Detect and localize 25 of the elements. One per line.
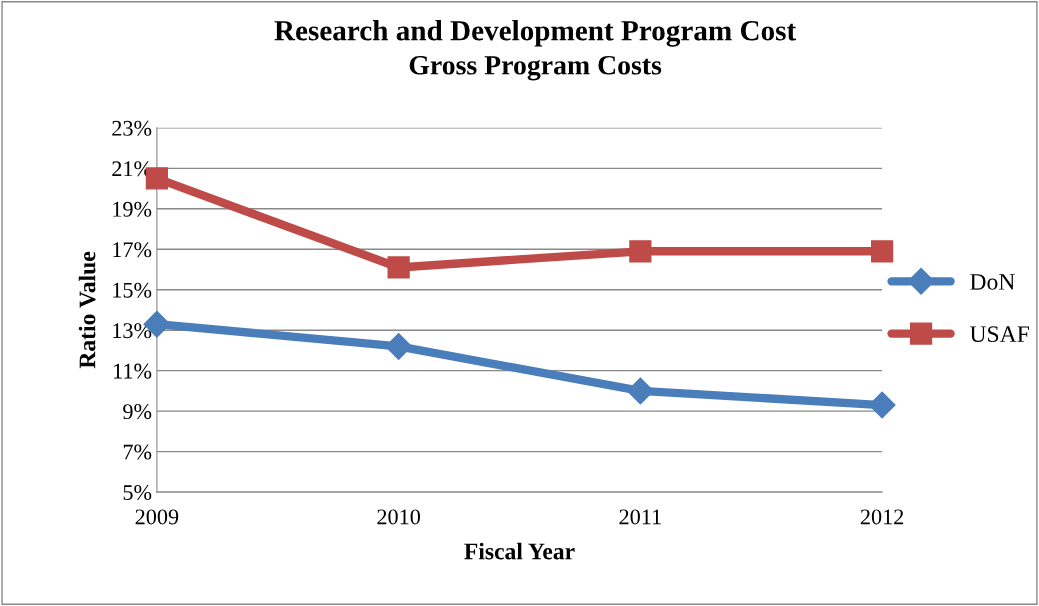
x-tick-label: 2010 <box>377 509 420 525</box>
x-tick-label: 2012 <box>860 509 904 525</box>
y-tick-label: 5% <box>123 485 152 501</box>
point <box>868 391 896 419</box>
y-tick-label: 7% <box>123 444 152 460</box>
y-tick-label: 23% <box>112 120 152 136</box>
y-tick-label: 17% <box>113 242 152 258</box>
point <box>870 240 894 263</box>
point <box>385 332 413 360</box>
legend-label: USAF <box>969 326 1029 343</box>
point <box>626 377 654 405</box>
y-axis-title: Ratio Value <box>78 251 96 369</box>
y-tick-label: 15% <box>113 282 152 298</box>
x-axis-title: Fiscal Year <box>464 542 575 560</box>
y-tick-label: 11% <box>114 363 152 379</box>
x-tick-label: 2009 <box>135 509 179 525</box>
y-tick-label: 19% <box>113 201 152 217</box>
point <box>387 256 410 279</box>
y-tick-label: 9% <box>123 404 152 420</box>
chart-subtitle: Gross Program Costs <box>409 55 662 81</box>
y-tick-label: 13% <box>113 323 152 339</box>
point <box>629 240 652 263</box>
chart-title: Research and Development Program Cost <box>274 19 797 47</box>
legend-label: DoN <box>970 274 1015 290</box>
x-tick-label: 2011 <box>619 509 661 525</box>
